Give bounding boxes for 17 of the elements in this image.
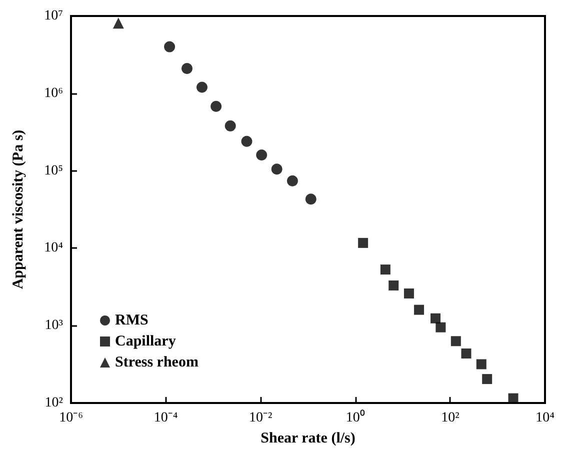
- y-tick-label: 10⁷: [44, 8, 64, 24]
- x-tick-label: 10⁻⁴: [154, 410, 178, 426]
- x-tick-label: 10⁴: [536, 410, 555, 426]
- x-tick-label: 10⁰: [346, 410, 365, 426]
- legend-label: Stress rheom: [115, 354, 199, 370]
- legend-label: RMS: [115, 312, 148, 328]
- y-axis-title: Apparent viscosity (Pa s): [10, 130, 26, 290]
- y-tick-label: 10²: [44, 396, 63, 410]
- x-tick-label: 10⁻⁶: [59, 410, 84, 426]
- x-axis-title: Shear rate (l/s): [260, 430, 356, 446]
- y-tick-label: 10⁴: [44, 240, 64, 256]
- y-tick-label: 10³: [44, 318, 63, 334]
- legend-label: Capillary: [115, 334, 176, 350]
- y-tick-label: 10⁵: [44, 163, 64, 178]
- x-tick-label: 10²: [441, 410, 460, 426]
- y-tick-label: 10⁶: [44, 86, 64, 101]
- x-tick-label: 10⁻²: [249, 410, 272, 426]
